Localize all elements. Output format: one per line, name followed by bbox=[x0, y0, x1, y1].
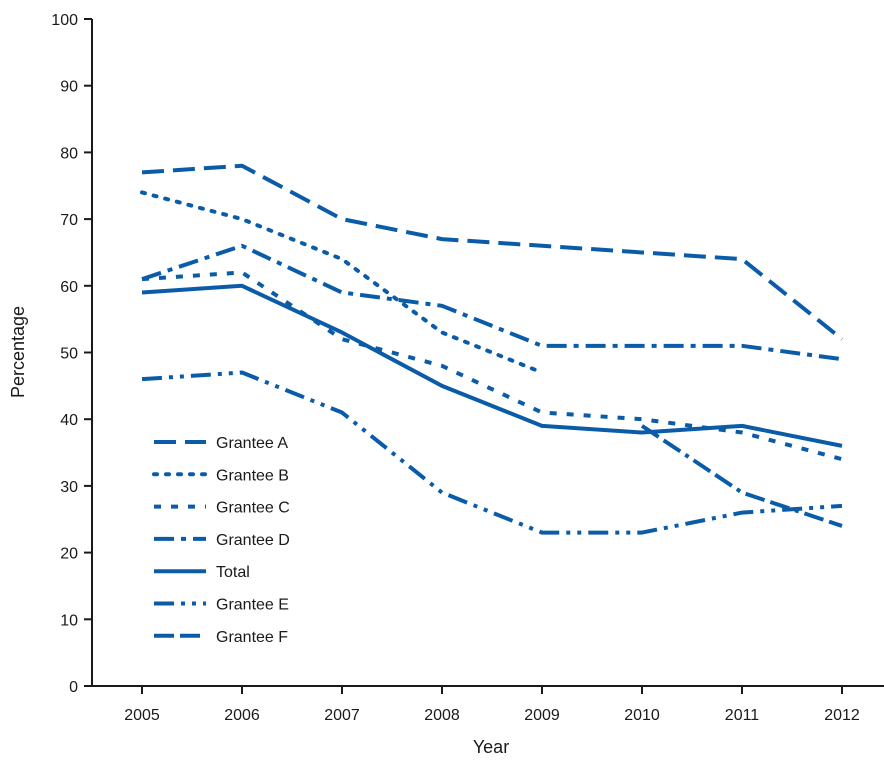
series-lines bbox=[140, 163, 844, 535]
y-tick-label: 90 bbox=[60, 79, 78, 96]
y-tick-label: 50 bbox=[60, 346, 78, 363]
y-tick-label: 0 bbox=[69, 679, 78, 696]
series-line-grantee-c bbox=[141, 270, 843, 462]
y-tick-label: 60 bbox=[60, 279, 78, 296]
series-line-grantee-b bbox=[140, 190, 544, 375]
x-tick-label: 2012 bbox=[824, 707, 860, 724]
legend-label: Grantee E bbox=[216, 597, 289, 614]
x-tick-label: 2006 bbox=[224, 707, 260, 724]
legend-label: Grantee C bbox=[216, 500, 290, 517]
x-axis-title: Year bbox=[473, 737, 509, 757]
x-tick-label: 2008 bbox=[424, 707, 460, 724]
legend-label: Grantee A bbox=[216, 435, 288, 452]
x-tick-label: 2005 bbox=[124, 707, 160, 724]
y-tick-label: 20 bbox=[60, 546, 78, 563]
legend-label: Grantee F bbox=[216, 629, 288, 646]
y-tick-label: 80 bbox=[60, 145, 78, 162]
y-tick-label: 10 bbox=[60, 612, 78, 629]
x-tick-label: 2011 bbox=[725, 707, 760, 724]
series-line-grantee-a bbox=[141, 163, 844, 341]
legend-label: Total bbox=[216, 564, 250, 581]
y-axis-title: Percentage bbox=[8, 306, 28, 398]
x-tick-label: 2010 bbox=[624, 707, 660, 724]
legend-label: Grantee B bbox=[216, 467, 289, 484]
series-line-grantee-e bbox=[141, 370, 843, 535]
x-ticks: 2005 2006 2007 2008 2009 2010 2011 2012 bbox=[124, 686, 860, 724]
legend: Grantee A Grantee B Grantee C Grantee D Tota… bbox=[152, 435, 290, 646]
legend-label: Grantee D bbox=[216, 532, 290, 549]
x-tick-label: 2009 bbox=[524, 707, 560, 724]
series-line-total bbox=[141, 283, 843, 448]
y-tick-label: 70 bbox=[60, 212, 78, 229]
y-tick-label: 30 bbox=[60, 479, 78, 496]
series-line-grantee-f bbox=[640, 424, 843, 528]
series-line-grantee-d bbox=[141, 243, 843, 362]
y-ticks: 0 10 20 30 40 50 60 70 80 90 100 bbox=[51, 12, 92, 696]
x-tick-label: 2007 bbox=[324, 707, 360, 724]
y-tick-label: 40 bbox=[60, 412, 78, 429]
y-tick-label: 100 bbox=[51, 12, 78, 29]
